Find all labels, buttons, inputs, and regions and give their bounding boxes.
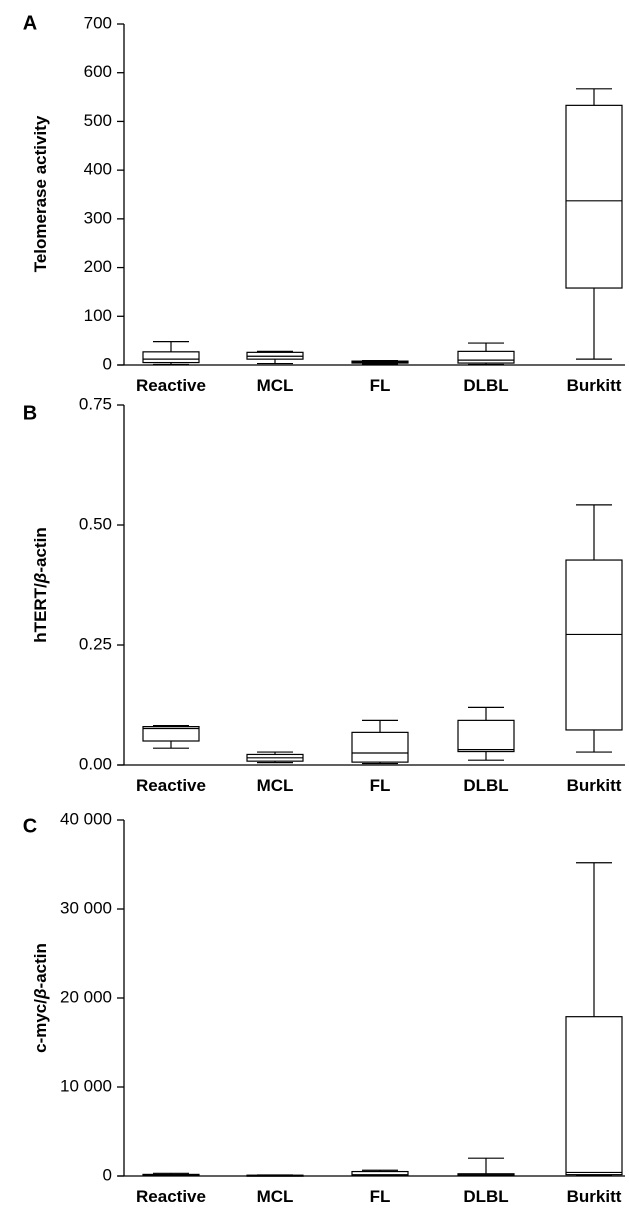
category-label: Reactive <box>136 1187 206 1206</box>
category-label: Reactive <box>136 376 206 395</box>
box-mcl <box>246 1174 304 1177</box>
category-label: DLBL <box>463 376 508 395</box>
box-burkitt <box>565 504 623 753</box>
category-label: FL <box>370 776 391 795</box>
iqr-box <box>351 731 409 763</box>
y-tick-label: 10 000 <box>60 1076 112 1095</box>
y-tick-label: 0.00 <box>79 754 112 773</box>
chart-panel-a: A Telomerase activity 0 100 200 300 400 500 600 7… <box>23 12 625 395</box>
y-axis-title-part: -actin <box>31 527 50 572</box>
y-tick-label: 600 <box>84 62 112 81</box>
box-reactive <box>142 341 200 366</box>
category-label: DLBL <box>463 1187 508 1206</box>
iqr-box <box>351 1170 409 1177</box>
category-label: Burkitt <box>567 376 622 395</box>
y-tick-label: 20 000 <box>60 987 112 1006</box>
iqr-box <box>457 719 515 753</box>
box-dlbl <box>457 342 515 366</box>
box-dlbl <box>457 706 515 761</box>
category-label: FL <box>370 1187 391 1206</box>
box-reactive <box>142 1172 200 1177</box>
box-mcl <box>246 751 304 764</box>
iqr-box <box>142 351 200 364</box>
box-burkitt <box>565 862 623 1177</box>
category-label: MCL <box>257 1187 294 1206</box>
iqr-box <box>565 1016 623 1176</box>
y-tick-label: 0.50 <box>79 514 112 533</box>
y-tick-label: 0 <box>103 354 112 373</box>
iqr-box <box>565 559 623 731</box>
box-fl <box>351 360 409 365</box>
y-axis-title-part: β <box>31 573 50 585</box>
y-axis-title: Telomerase activity <box>31 115 50 272</box>
y-tick-label: 400 <box>84 160 112 179</box>
y-tick-label: 500 <box>84 111 112 130</box>
y-tick-label: 300 <box>84 208 112 227</box>
y-tick-label: 200 <box>84 257 112 276</box>
panel-letter: A <box>23 12 37 34</box>
y-tick-label: 0 <box>103 1165 112 1184</box>
box-fl <box>351 719 409 765</box>
panel-letter: B <box>23 402 37 424</box>
y-tick-label: 40 000 <box>60 809 112 828</box>
chart-panel-c: Cc-myc/β-actin 0 10 000 20 000 30 000 40 000 R… <box>23 809 625 1206</box>
y-tick-label: 100 <box>84 306 112 325</box>
iqr-box <box>565 104 623 289</box>
panel-letter: C <box>23 815 37 837</box>
y-axis-title: hTERT/β-actin <box>31 527 50 642</box>
category-label: MCL <box>257 376 294 395</box>
y-axis-title-part: -actin <box>31 943 50 988</box>
iqr-box <box>142 725 200 742</box>
box-mcl <box>246 350 304 365</box>
y-axis-title-part: hTERT/ <box>31 583 50 643</box>
category-label: Reactive <box>136 776 206 795</box>
y-tick-label: 0.75 <box>79 394 112 413</box>
category-label: MCL <box>257 776 294 795</box>
box-dlbl <box>457 1157 515 1177</box>
category-label: Burkitt <box>567 776 622 795</box>
y-axis-title-part: β <box>31 988 50 1000</box>
y-axis-title-part: c-myc/ <box>31 999 50 1053</box>
y-tick-label: 30 000 <box>60 898 112 917</box>
category-label: FL <box>370 376 391 395</box>
box-reactive <box>142 725 200 749</box>
y-tick-label: 700 <box>84 13 112 32</box>
category-label: Burkitt <box>567 1187 622 1206</box>
box-burkitt <box>565 88 623 360</box>
y-tick-label: 0.25 <box>79 634 112 653</box>
y-axis-title: c-myc/β-actin <box>31 943 50 1053</box>
iqr-box <box>457 350 515 364</box>
category-label: DLBL <box>463 776 508 795</box>
box-fl <box>351 1169 409 1177</box>
